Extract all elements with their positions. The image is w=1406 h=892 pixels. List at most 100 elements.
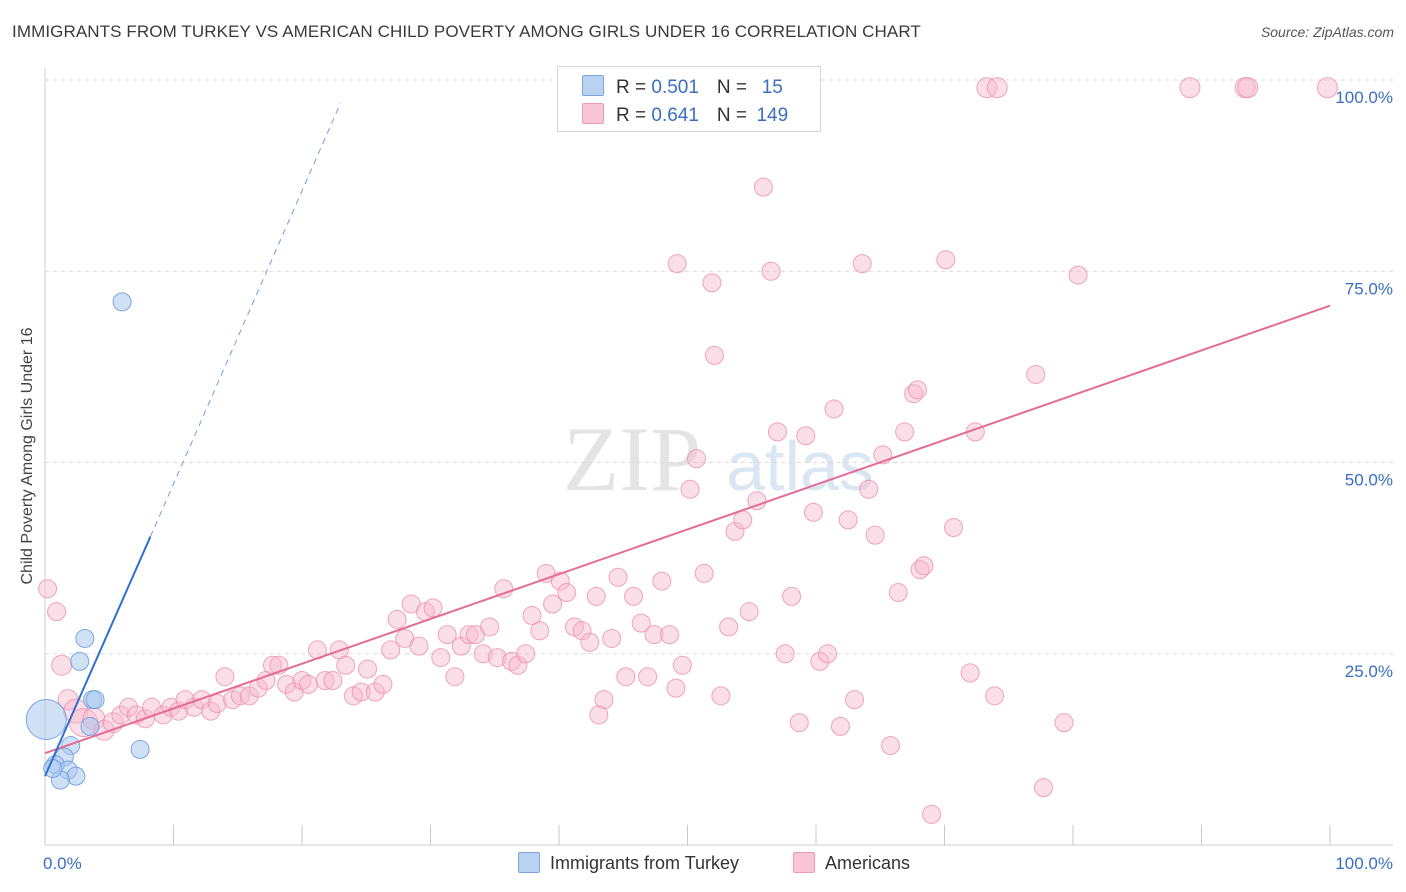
americans-point <box>733 510 753 530</box>
americans-point <box>852 254 872 274</box>
americans-point <box>169 701 189 721</box>
americans-point <box>908 380 928 400</box>
turkey-trend-extension <box>149 102 342 537</box>
americans-point <box>666 678 686 698</box>
americans-point <box>775 644 795 664</box>
legend-n-value: 149 <box>756 105 789 126</box>
americans-point <box>652 571 672 591</box>
turkey-point <box>25 699 67 741</box>
watermark: ZIP atlas <box>563 408 874 510</box>
americans-point <box>336 655 356 675</box>
americans-point <box>936 250 956 270</box>
americans-point <box>711 686 731 706</box>
americans-point <box>1026 365 1046 385</box>
legend-n-label: N = <box>716 77 753 98</box>
americans-point <box>409 636 429 656</box>
bottom-legend-americans: Americans <box>793 852 910 874</box>
legend-row-turkey: R = 0.501 N = 15 <box>582 75 792 99</box>
americans-point <box>986 77 1008 99</box>
americans-point <box>719 617 739 637</box>
y-tick-label: 50.0% <box>1345 471 1393 490</box>
americans-point <box>725 521 745 541</box>
americans-point <box>487 648 507 668</box>
americans-point <box>480 617 500 637</box>
americans-point <box>572 621 592 641</box>
bottom-legend-label-americans: Americans <box>825 853 911 873</box>
americans-point <box>638 667 658 687</box>
americans-point <box>667 254 687 274</box>
americans-point <box>686 449 706 469</box>
turkey-point <box>70 651 90 671</box>
americans-point <box>960 663 980 683</box>
americans-point <box>516 644 536 664</box>
americans-point <box>1054 713 1074 733</box>
americans-point <box>810 651 830 671</box>
chart-title: IMMIGRANTS FROM TURKEY VS AMERICAN CHILD… <box>12 22 921 41</box>
x-tick-label-min: 0.0% <box>43 854 82 873</box>
turkey-point <box>85 690 105 710</box>
americans-point <box>914 556 934 576</box>
americans-point <box>522 606 542 625</box>
americans-point <box>557 583 577 603</box>
grid-lines <box>45 79 1393 655</box>
y-tick-label: 75.0% <box>1345 279 1393 298</box>
turkey-points <box>25 292 150 790</box>
americans-point <box>747 491 767 511</box>
americans-point <box>985 686 1005 706</box>
americans-point <box>644 625 664 645</box>
americans-point <box>616 667 636 687</box>
legend-row-americans: R = 0.641 N = 149 <box>582 103 792 127</box>
americans-point <box>381 640 401 660</box>
americans-point <box>859 479 879 499</box>
legend-r-label: R = <box>616 105 652 126</box>
americans-point <box>888 583 908 603</box>
legend-swatch-turkey <box>582 75 604 96</box>
americans-point <box>119 697 139 717</box>
axes <box>44 68 1393 846</box>
americans-point <box>1179 77 1201 99</box>
americans-point <box>624 586 644 606</box>
turkey-point <box>80 716 100 736</box>
americans-point <box>215 667 235 687</box>
americans-point <box>818 644 838 664</box>
americans-point <box>459 625 479 645</box>
americans-point <box>365 682 385 702</box>
turkey-trend-line <box>44 536 152 777</box>
americans-point <box>608 567 628 587</box>
americans-point <box>445 667 465 687</box>
americans-point <box>594 690 614 710</box>
y-tick-label: 25.0% <box>1345 662 1393 681</box>
americans-point <box>803 502 823 522</box>
americans-point <box>789 713 809 733</box>
legend-r-label: R = <box>616 77 652 98</box>
americans-points <box>38 73 1338 824</box>
americans-point <box>782 586 802 606</box>
americans-point <box>1237 77 1259 99</box>
americans-point <box>704 345 724 365</box>
americans-point <box>631 613 651 633</box>
americans-point <box>373 674 393 694</box>
americans-point <box>922 804 942 824</box>
americans-point <box>351 682 371 702</box>
americans-point <box>761 261 781 281</box>
americans-point <box>543 594 563 614</box>
americans-point <box>830 716 850 736</box>
bottom-legend-turkey: Immigrants from Turkey <box>518 852 739 874</box>
americans-point <box>910 560 930 580</box>
y-tick-label: 100.0% <box>1335 88 1393 107</box>
americans-point <box>201 701 221 721</box>
tick-labels: 25.0% 50.0% 75.0% 100.0% 0.0% 100.0% <box>43 88 1393 873</box>
americans-point <box>358 659 378 679</box>
legend-r-value: 0.641 <box>651 105 699 126</box>
legend-n-value: 15 <box>761 77 783 98</box>
americans-point <box>387 609 407 629</box>
americans-point <box>602 628 622 648</box>
turkey-point <box>75 628 95 648</box>
americans-point <box>865 525 885 545</box>
americans-point <box>739 602 759 622</box>
americans-point <box>38 579 58 599</box>
americans-point <box>845 690 865 710</box>
americans-point <box>586 586 606 606</box>
americans-point <box>824 399 844 419</box>
watermark-atlas: atlas <box>726 427 874 505</box>
